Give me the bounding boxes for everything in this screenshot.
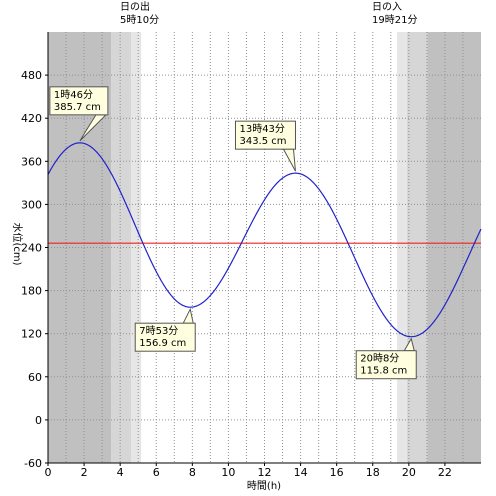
sunrise-time: 5時10分 bbox=[120, 14, 159, 26]
x-tick-label: 20 bbox=[402, 466, 416, 479]
extremum-level: 385.7 cm bbox=[54, 102, 101, 113]
sunrise-label: 日の出 bbox=[120, 0, 150, 13]
callout-box bbox=[49, 86, 109, 116]
x-tick-label: 8 bbox=[189, 466, 196, 479]
y-tick-label: 180 bbox=[21, 285, 42, 298]
y-axis-label: 水位(cm) bbox=[11, 222, 24, 265]
extremum-level: 156.9 cm bbox=[139, 338, 186, 349]
x-tick-label: 12 bbox=[258, 466, 272, 479]
extremum-time: 13時43分 bbox=[239, 123, 284, 135]
x-tick-label: 16 bbox=[330, 466, 344, 479]
y-tick-label: 0 bbox=[35, 414, 42, 427]
y-tick-label: 360 bbox=[21, 155, 42, 168]
y-tick-label: 60 bbox=[28, 371, 42, 384]
tide-line bbox=[47, 142, 482, 338]
dawn-twilight-band bbox=[111, 32, 132, 463]
x-tick-label: 4 bbox=[117, 466, 124, 479]
daylight-band bbox=[141, 32, 398, 463]
extremum-level: 343.5 cm bbox=[239, 136, 286, 147]
y-tick-label: 420 bbox=[21, 112, 42, 125]
sunset-label: 日の入 bbox=[372, 2, 402, 13]
x-tick-label: 0 bbox=[45, 466, 52, 479]
dawn-twilight-band bbox=[131, 32, 142, 463]
y-tick-label: 480 bbox=[21, 69, 42, 82]
extremum-time: 20時8分 bbox=[360, 353, 399, 365]
extremum-level: 115.8 cm bbox=[360, 366, 407, 377]
x-tick-label: 22 bbox=[438, 466, 452, 479]
x-tick-label: 6 bbox=[153, 466, 160, 479]
x-tick-label: 14 bbox=[294, 466, 308, 479]
callout-box bbox=[134, 322, 196, 352]
callout-box bbox=[234, 120, 296, 150]
y-tick-label: 300 bbox=[21, 198, 42, 211]
x-axis-label: 時間(h) bbox=[247, 480, 281, 492]
y-tick-label: -60 bbox=[24, 457, 42, 470]
sunset-time: 19時21分 bbox=[372, 14, 417, 26]
x-tick-label: 18 bbox=[366, 466, 380, 479]
y-tick-label: 240 bbox=[21, 242, 42, 255]
x-tick-label: 10 bbox=[221, 466, 235, 479]
x-tick-label: 2 bbox=[81, 466, 88, 479]
callout-box bbox=[355, 350, 417, 380]
y-tick-label: 120 bbox=[21, 328, 42, 341]
extremum-time: 7時53分 bbox=[139, 325, 178, 337]
extremum-time: 1時46分 bbox=[54, 89, 93, 101]
